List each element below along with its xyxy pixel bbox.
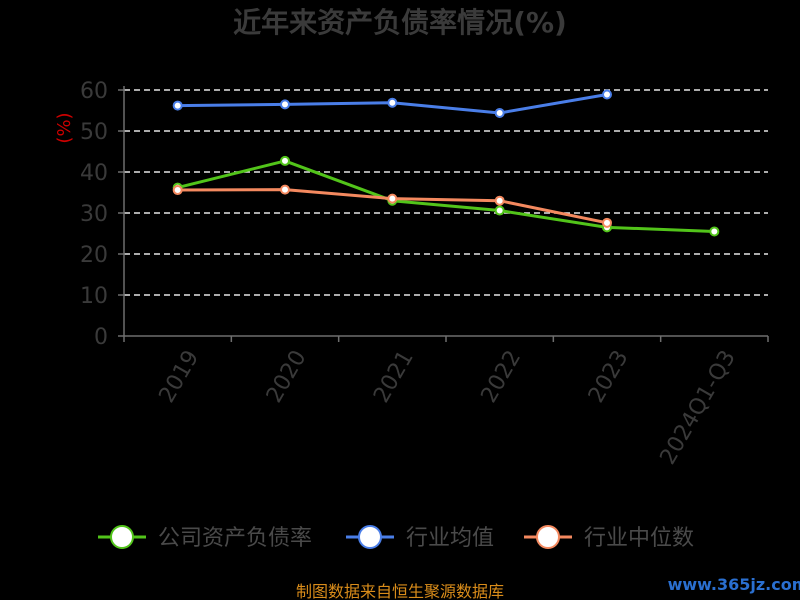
data-point xyxy=(494,107,505,118)
data-point xyxy=(172,185,183,196)
legend-item: 行业中位数 xyxy=(524,525,694,551)
y-tick-label: 50 xyxy=(80,120,108,145)
x-tick-label: 2019 xyxy=(155,346,205,407)
data-point xyxy=(172,100,183,111)
data-point xyxy=(602,89,612,100)
legend-marker xyxy=(110,525,134,549)
x-tick-label: 2023 xyxy=(584,346,634,407)
data-point xyxy=(709,226,720,237)
series-3 xyxy=(172,184,612,228)
x-tick-label: 2024Q1-Q3 xyxy=(656,346,741,469)
data-point xyxy=(280,99,290,110)
data-source-note: 制图数据来自恒生聚源数据库 xyxy=(296,582,504,600)
data-point xyxy=(494,205,505,216)
data-point xyxy=(280,155,290,166)
legend-label: 行业中位数 xyxy=(584,526,694,551)
data-point xyxy=(494,195,505,206)
legend-marker xyxy=(358,525,382,549)
data-point xyxy=(280,184,290,195)
y-axis-label: (%) xyxy=(54,112,75,143)
legend-item: 公司资产负债率 xyxy=(98,525,312,551)
y-tick-label: 40 xyxy=(80,161,108,186)
grid-lines xyxy=(124,89,768,296)
y-tick-label: 60 xyxy=(80,79,108,104)
x-tick-label: 2020 xyxy=(262,346,312,407)
y-tick-label: 30 xyxy=(80,202,108,227)
x-tick-label: 2021 xyxy=(369,346,419,407)
legend-marker xyxy=(536,525,560,549)
series xyxy=(172,89,720,237)
y-tick-label: 0 xyxy=(94,325,108,350)
data-point xyxy=(387,97,398,108)
chart-title: 近年来资产负债率情况(%) xyxy=(233,6,567,39)
legend-label: 行业均值 xyxy=(406,526,494,551)
legend: 公司资产负债率 行业均值 行业中位数 xyxy=(98,525,694,551)
y-tick-label: 20 xyxy=(80,243,108,268)
series-line xyxy=(177,159,715,233)
watermark: www.365jz.com xyxy=(668,575,800,594)
data-point xyxy=(387,193,398,204)
series-2 xyxy=(172,89,612,118)
legend-label: 公司资产负债率 xyxy=(158,526,312,551)
legend-item: 行业均值 xyxy=(346,525,494,551)
axes xyxy=(118,86,769,342)
x-tick-label: 2022 xyxy=(477,346,527,407)
x-tick-labels: 2019 2020 2021 2022 2023 2024Q1-Q3 xyxy=(155,346,741,469)
y-tick-label: 10 xyxy=(80,284,108,309)
y-tick-labels: 0 10 20 30 40 50 60 xyxy=(80,79,108,350)
data-point xyxy=(602,217,612,228)
series-1 xyxy=(172,155,720,237)
